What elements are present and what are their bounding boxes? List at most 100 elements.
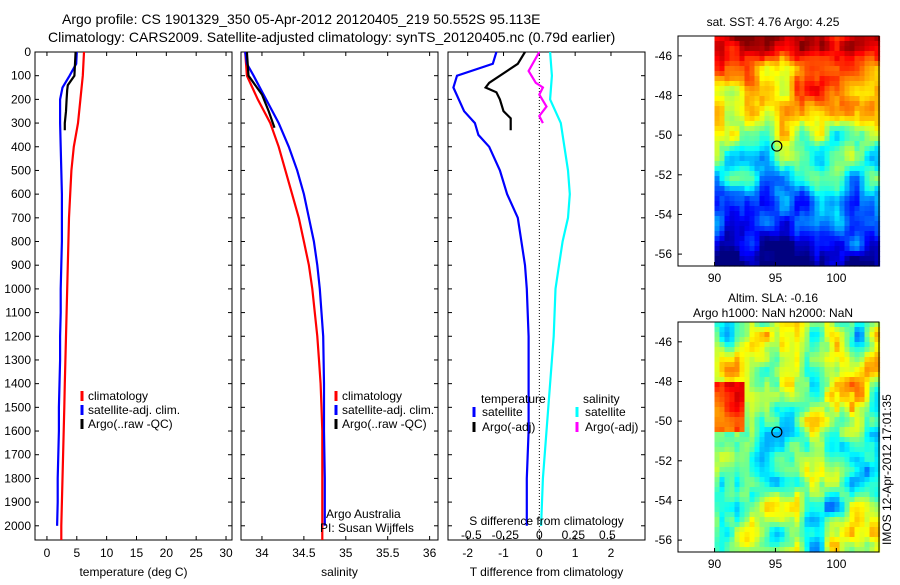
map-cell <box>819 462 826 468</box>
map-cell <box>819 392 826 398</box>
map-cell <box>759 522 766 528</box>
map-cell <box>849 241 856 247</box>
map-cell <box>834 156 841 162</box>
map-cell <box>784 372 791 378</box>
map-y-tick-label: -50 <box>655 414 673 428</box>
map-cell <box>749 151 756 157</box>
map-cell <box>824 256 831 262</box>
map-cell <box>799 141 806 147</box>
map-cell <box>724 96 731 102</box>
map-cell <box>739 527 746 533</box>
map-cell <box>824 442 831 448</box>
map-cell <box>804 191 811 197</box>
map-cell <box>824 66 831 72</box>
map-cell <box>759 251 766 257</box>
map-cell <box>854 422 861 428</box>
map-cell <box>759 447 766 453</box>
map-cell <box>789 472 796 478</box>
map-cell <box>724 56 731 62</box>
map-cell <box>814 261 821 267</box>
map-cell <box>829 342 836 348</box>
map-cell <box>794 231 801 237</box>
map-cell <box>854 537 861 543</box>
map-cell <box>784 452 791 458</box>
map-cell <box>769 377 776 383</box>
map-cell <box>844 191 851 197</box>
map-cell <box>719 106 726 112</box>
map-cell <box>729 166 736 172</box>
map-cell <box>859 337 866 343</box>
map-cell <box>829 337 836 343</box>
map-cell <box>799 61 806 67</box>
map-cell <box>849 322 856 328</box>
map-cell <box>854 191 861 197</box>
map-cell <box>814 186 821 192</box>
map-cell <box>754 71 761 77</box>
map-cell <box>774 417 781 423</box>
map-cell <box>749 146 756 152</box>
map-cell <box>769 116 776 122</box>
map-cell <box>769 467 776 473</box>
map-cell <box>824 166 831 172</box>
map-cell <box>874 362 881 368</box>
map-cell <box>844 522 851 528</box>
map-cell <box>759 492 766 498</box>
map-cell <box>809 372 816 378</box>
map-cell <box>854 141 861 147</box>
map-cell <box>754 171 761 177</box>
map-cell <box>764 462 771 468</box>
map-cell <box>774 407 781 413</box>
map-cell <box>739 547 746 553</box>
map-cell <box>854 216 861 222</box>
map-cell <box>864 402 871 408</box>
map-cell <box>829 477 836 483</box>
map-cell <box>814 196 821 202</box>
map-cell <box>819 537 826 543</box>
map-cell <box>739 377 746 383</box>
map-cell <box>734 91 741 97</box>
map-cell <box>754 66 761 72</box>
map-cell <box>784 357 791 363</box>
map-cell <box>794 487 801 493</box>
map-cell <box>824 422 831 428</box>
map-cell <box>799 66 806 72</box>
map-cell <box>789 537 796 543</box>
map-cell <box>799 437 806 443</box>
map-cell <box>799 527 806 533</box>
map-cell <box>714 96 721 102</box>
map-cell <box>869 161 876 167</box>
map-cell <box>834 492 841 498</box>
map-cell <box>774 91 781 97</box>
map-cell <box>769 417 776 423</box>
map-cell <box>834 106 841 112</box>
map-cell <box>834 527 841 533</box>
map-cell <box>764 537 771 543</box>
map-cell <box>774 36 781 42</box>
map-cell <box>839 507 846 513</box>
map-cell <box>769 497 776 503</box>
map-cell <box>844 542 851 548</box>
map-cell <box>779 352 786 358</box>
map-cell <box>774 51 781 57</box>
map-cell <box>859 36 866 42</box>
map-cell <box>869 342 876 348</box>
map-cell <box>764 221 771 227</box>
map-cell <box>774 387 781 393</box>
map-cell <box>874 462 881 468</box>
map-cell <box>769 487 776 493</box>
map-cell <box>824 126 831 132</box>
map-cell <box>849 221 856 227</box>
map-cell <box>739 121 746 127</box>
map-cell <box>829 101 836 107</box>
map-cell <box>804 246 811 252</box>
map-cell <box>754 392 761 398</box>
map-cell <box>734 322 741 328</box>
map-cell <box>759 407 766 413</box>
map-cell <box>769 86 776 92</box>
map-cell <box>734 537 741 543</box>
map-cell <box>864 66 871 72</box>
map-cell <box>869 332 876 338</box>
map-cell <box>834 56 841 62</box>
map-cell <box>734 472 741 478</box>
